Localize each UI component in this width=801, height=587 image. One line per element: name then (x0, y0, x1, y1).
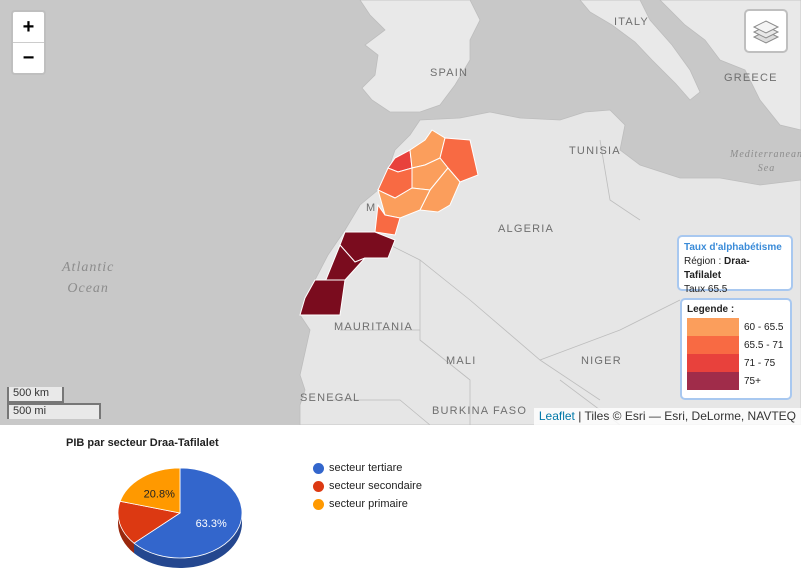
zoom-in-button[interactable]: + (22, 16, 35, 38)
label-mauritania: MAURITANIA (334, 321, 414, 333)
chart-legend-label: secteur primaire (329, 498, 408, 510)
label-greece: GREECE (724, 72, 778, 84)
legend-label: 71 - 75 (744, 357, 776, 369)
chart-title: PIB par secteur Draa-Tafilalet (66, 437, 219, 449)
legend-swatch (687, 354, 739, 372)
info-region-value: Draa-Tafilalet (684, 256, 750, 281)
attribution: Leaflet | Tiles © Esri — Esri, DeLorme, … (533, 408, 801, 425)
pie-data-label: 63.3% (196, 518, 227, 530)
chart-legend-item[interactable]: secteur secondaire (313, 480, 422, 492)
pie-data-label: 20.8% (144, 488, 175, 500)
info-rate: Taux 65.5 (684, 284, 728, 295)
label-morocco: M (366, 202, 377, 214)
legend-dot-icon (313, 462, 324, 474)
chart-legend-label: secteur secondaire (329, 480, 422, 492)
legend-swatch (687, 318, 739, 336)
info-title: Taux d'alphabétisme (684, 242, 782, 253)
zoom-out-button[interactable]: − (13, 42, 44, 73)
atlantic-line2: Ocean (67, 281, 109, 296)
legend-row: 71 - 75 (687, 354, 785, 372)
legend-label: 75+ (744, 375, 761, 387)
pie-chart: 63.3% 20.8% (117, 467, 243, 568)
attribution-text: | Tiles © Esri — Esri, DeLorme, NAVTEQ (574, 409, 796, 423)
legend-row: 60 - 65.5 (687, 318, 785, 336)
legend-swatch (687, 336, 739, 354)
layers-icon (752, 20, 780, 44)
map[interactable]: ITALY SPAIN GREECE TUNISIA ALGERIA M MAU… (0, 0, 801, 425)
legend-row: 65.5 - 71 (687, 336, 785, 354)
label-tunisia: TUNISIA (569, 145, 621, 157)
land-italy (579, 0, 701, 101)
scale-km: 500 km (7, 387, 64, 403)
pie-slice-side (134, 513, 242, 568)
atlantic-line1: Atlantic (62, 260, 115, 275)
label-niger: NIGER (581, 355, 622, 367)
zoom-control: + − (11, 10, 46, 75)
pie-slice[interactable] (119, 467, 181, 514)
pie-chart-area: PIB par secteur Draa-Tafilalet 63.3% 20.8… (0, 425, 801, 587)
info-region: Région : Draa-Tafilalet (684, 255, 786, 283)
label-atlantic-ocean: Atlantic Ocean (62, 257, 114, 299)
chart-legend-item[interactable]: secteur primaire (313, 498, 408, 510)
chart-legend-label: secteur tertiare (329, 462, 403, 474)
pie-slice-side (118, 513, 135, 554)
legend-label: 65.5 - 71 (744, 339, 784, 351)
info-panel: Taux d'alphabétisme Région : Draa-Tafila… (677, 235, 793, 295)
leaflet-link[interactable]: Leaflet (538, 409, 575, 423)
label-senegal: SENEGAL (300, 392, 361, 404)
land-europe (359, 0, 481, 113)
med-line1: Mediterranean (730, 149, 801, 160)
map-legend: Legende : 60 - 65.5 65.5 - 71 71 - 75 75+ (680, 298, 792, 400)
layers-button[interactable] (744, 9, 788, 53)
legend-dot-icon (313, 498, 324, 510)
morocco-regions (299, 129, 479, 316)
basemap (299, 0, 801, 425)
info-region-label: Région : (684, 256, 725, 267)
label-spain: SPAIN (430, 67, 469, 79)
legend-row: 75+ (687, 372, 785, 390)
label-algeria: ALGERIA (498, 223, 555, 235)
legend-dot-icon (313, 480, 324, 492)
med-line2: Sea (757, 163, 776, 174)
pie-slice[interactable] (117, 500, 182, 544)
label-burkina-faso: BURKINA FASO (432, 405, 528, 417)
label-mali: MALI (446, 355, 477, 367)
scale-mi: 500 mi (7, 403, 101, 419)
chart-legend-item[interactable]: secteur tertiare (313, 462, 402, 474)
pie-slice[interactable] (133, 467, 243, 559)
legend-swatch (687, 372, 739, 390)
label-italy: ITALY (614, 16, 649, 28)
legend-label: 60 - 65.5 (744, 321, 784, 333)
legend-title: Legende : (687, 304, 735, 315)
label-mediterranean-sea: Mediterranean Sea (730, 148, 801, 176)
